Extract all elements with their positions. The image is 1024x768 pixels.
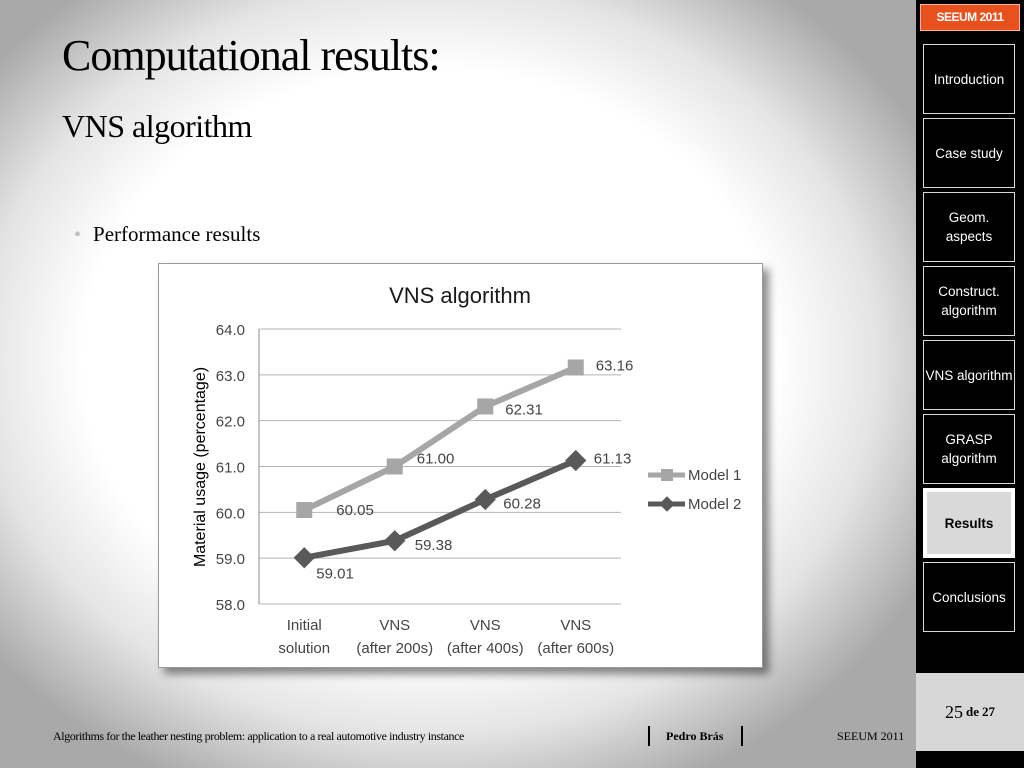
data-point-diamond	[565, 449, 587, 472]
nav-item-vns-algorithm[interactable]: VNS algorithm	[923, 340, 1015, 410]
bullet-dot-icon: •	[74, 224, 82, 246]
bullet-text: Performance results	[93, 222, 261, 246]
nav-item-case-study[interactable]: Case study	[923, 118, 1015, 188]
slide-subtitle: VNS algorithm	[62, 108, 252, 144]
x-tick-label: (after 200s)	[356, 640, 433, 657]
footer-separator	[648, 726, 650, 746]
chart-frame: VNS algorithm 58.0 59.0 60.0 61.0 62.0 63.0 64.…	[158, 263, 763, 668]
data-label: 59.38	[415, 537, 453, 554]
footer-event: SEEUM 2011	[837, 729, 905, 743]
footer-author: Pedro Brás	[666, 729, 724, 743]
legend-label: Model 1	[688, 467, 741, 484]
data-point-square	[386, 458, 403, 475]
x-tick-label: VNS	[379, 617, 410, 634]
x-tick-label: solution	[278, 640, 330, 657]
x-tick-label: VNS	[470, 617, 501, 634]
footer-title: Algorithms for the leather nesting probl…	[53, 729, 464, 743]
nav-item-geom-aspects[interactable]: Geom. aspects	[923, 192, 1015, 262]
data-label: 60.05	[336, 502, 374, 519]
nav-item-grasp-algorithm[interactable]: GRASP algorithm	[923, 414, 1015, 484]
x-tick-label: (after 400s)	[447, 640, 524, 657]
data-label: 62.31	[505, 401, 543, 418]
footer-separator	[741, 726, 743, 746]
brand-badge: SEEUM 2011	[920, 4, 1020, 31]
series-line-model-2	[303, 457, 577, 561]
y-tick-label: 63.0	[216, 368, 245, 385]
x-tick-label: Initial	[287, 617, 322, 634]
page-total: 27	[982, 704, 995, 719]
y-tick-label: 61.0	[216, 460, 245, 477]
data-label: 61.13	[594, 451, 632, 468]
data-point-diamond	[384, 530, 406, 552]
y-tick-label: 64.0	[216, 322, 245, 339]
line-chart: VNS algorithm 58.0 59.0 60.0 61.0 62.0 63.0 64.…	[192, 283, 741, 657]
data-label: 63.16	[596, 358, 634, 375]
legend-marker-diamond	[659, 496, 675, 512]
bullet-item: • Performance results	[74, 222, 260, 247]
x-tick-label: VNS	[560, 617, 591, 634]
nav-item-construct-algorithm[interactable]: Construct. algorithm	[923, 266, 1015, 336]
nav-item-results[interactable]: Results	[923, 488, 1015, 558]
page-current: 25	[945, 701, 963, 722]
y-tick-label: 58.0	[216, 597, 245, 614]
y-axis-label: Material usage (percentage)	[192, 367, 209, 567]
y-tick-label: 59.0	[216, 551, 245, 568]
nav-item-introduction[interactable]: Introduction	[923, 44, 1015, 114]
legend-label: Model 2	[688, 496, 741, 513]
data-point-square	[567, 359, 584, 376]
chart-title: VNS algorithm	[389, 283, 531, 308]
data-point-square	[296, 502, 313, 519]
section-nav: SEEUM 2011 Introduction Case study Geom. a…	[916, 0, 1024, 768]
data-label: 61.00	[417, 451, 455, 468]
data-label: 60.28	[503, 496, 541, 513]
page-indicator: 25 de 27	[916, 673, 1024, 751]
legend-marker-square	[661, 469, 673, 481]
slide-title: Computational results:	[62, 31, 441, 80]
data-point-diamond	[474, 488, 496, 511]
series-line-model-1	[302, 364, 577, 513]
y-tick-label: 60.0	[216, 505, 245, 522]
data-label: 59.01	[316, 566, 354, 583]
page-de: de	[966, 704, 979, 719]
nav-item-conclusions[interactable]: Conclusions	[923, 562, 1015, 632]
data-point-square	[477, 398, 494, 415]
x-tick-label: (after 600s)	[537, 640, 614, 657]
y-tick-label: 62.0	[216, 414, 245, 431]
data-point-diamond	[293, 547, 315, 569]
